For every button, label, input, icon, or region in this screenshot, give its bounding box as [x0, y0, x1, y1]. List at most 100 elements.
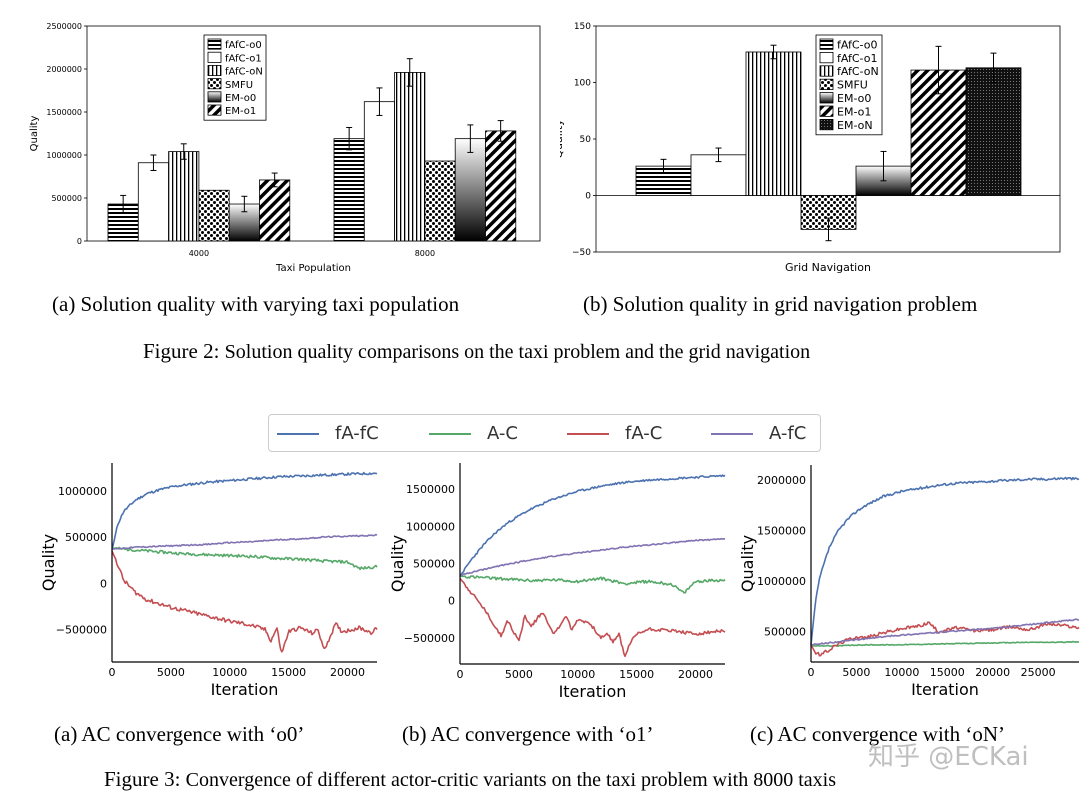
x-tick-label: 10000 — [560, 668, 595, 681]
legend-swatch-em-o0 — [819, 92, 834, 104]
legend-label-fa-fc: fA-fC — [335, 423, 379, 444]
y-tick-label: 1000000 — [46, 151, 82, 160]
bar-em-o0-8000 — [454, 138, 486, 242]
legend-swatch-fafc-o1 — [819, 52, 834, 64]
legend-swatch-em-o1 — [819, 105, 834, 117]
x-tick-label: 8000 — [415, 249, 435, 258]
y-tick-label: 1000000 — [757, 575, 806, 588]
y-tick-label: 1500000 — [757, 525, 806, 538]
plot-frame — [86, 25, 541, 242]
x-tick-label: 5000 — [842, 666, 870, 679]
series-line-fa-fc — [111, 471, 378, 551]
bar-em-on — [965, 67, 1022, 196]
x-tick-label: 4000 — [189, 249, 209, 258]
legend-swatch-fafc-o0 — [819, 38, 834, 50]
y-tick-label: 150 — [574, 22, 591, 32]
taxi-bar-chart: 0 500000 1000000 1500000 2000000 2500000 4000 8… — [29, 22, 541, 274]
fig3-subcaption-c: (c) AC convergence with ‘oN’ — [750, 722, 1006, 746]
legend-label-em-o0: EM-o0 — [225, 93, 256, 104]
legend-swatch-fafc-o1 — [207, 51, 222, 63]
legend-line-fa-c — [567, 433, 609, 435]
bar-smfu-8000 — [424, 160, 456, 242]
legend-label-fa-c: fA-C — [625, 423, 663, 444]
x-tick-label: 0 — [109, 666, 116, 679]
legend-label-em-o0: EM-o0 — [837, 92, 871, 105]
series-line-a-c — [112, 546, 378, 571]
series-line-a-fc — [111, 533, 378, 550]
bar-em-o1-4000 — [259, 179, 291, 242]
x-tick-label: 20000 — [975, 666, 1010, 679]
legend-swatch-fafc-on — [207, 65, 222, 77]
y-tick-label: 0 — [585, 192, 591, 202]
legend-swatch-em-o1 — [207, 104, 222, 116]
y-tick-label: −50 — [572, 248, 591, 258]
series-line-fa-fc — [459, 474, 726, 577]
watermark: 知乎 @ECKai — [868, 742, 1029, 772]
legend-swatch-em-on — [819, 119, 834, 131]
fig2-caption-text: Solution quality comparisons on the taxi… — [224, 341, 811, 363]
y-tick-label: 1500000 — [46, 108, 82, 117]
x-axis-label: Grid Navigation — [785, 261, 871, 274]
series-line-fa-c — [111, 550, 378, 653]
legend-label-em-on: EM-oN — [837, 119, 873, 132]
y-axis-label: Quality — [560, 119, 565, 159]
y-tick-label: 2000000 — [46, 65, 82, 74]
x-tick-label: 10000 — [884, 666, 919, 679]
x-tick-label: 15000 — [930, 666, 965, 679]
legend-label-em-o1: EM-o1 — [837, 105, 871, 118]
legend-label-smfu: SMFU — [225, 80, 253, 91]
legend-label-fafc-o1: fAfC-o1 — [225, 53, 262, 64]
x-tick-label: 0 — [808, 666, 815, 679]
y-tick-label: 100 — [574, 79, 591, 89]
convergence-oN-chart: 0 5000 10000 15000 20000 25000 500000 1000000 15… — [738, 465, 1080, 699]
legend-label-fafc-on: fAfC-oN — [225, 67, 263, 78]
legend-swatch-smfu — [819, 78, 834, 90]
y-axis-label: Quality — [388, 535, 407, 592]
legend-line-a-c — [429, 433, 471, 435]
y-tick-label: 1000000 — [406, 520, 455, 533]
series-line-fa-c — [459, 577, 726, 658]
y-tick-label: 500000 — [413, 558, 455, 571]
x-tick-label: 20000 — [678, 668, 713, 681]
y-tick-label: 50 — [580, 135, 592, 145]
legend-swatch-smfu — [207, 78, 222, 90]
bar-em-o1-8000 — [485, 130, 517, 242]
convergence-o0-chart: 0 5000 10000 15000 20000 −500000 0 500000 100000… — [39, 463, 378, 699]
x-axis-label: Iteration — [559, 682, 627, 701]
bar-fafc-o1-4000 — [137, 162, 170, 242]
legend-label-fafc-o0: fAfC-o0 — [225, 40, 262, 51]
fig2-subcaption-b: (b) Solution quality in grid navigation … — [583, 292, 978, 316]
x-tick-label: 5000 — [505, 668, 533, 681]
legend-swatch-fafc-on — [819, 65, 834, 77]
fig2-subcaption-a: (a) Solution quality with varying taxi p… — [52, 292, 460, 316]
fig3-legend: fA-fC A-C fA-C A-fC — [268, 414, 821, 452]
legend-label-a-c: A-C — [487, 423, 518, 444]
y-axis-label: Quality — [29, 116, 40, 152]
x-tick-label: 5000 — [157, 666, 185, 679]
y-tick-label: 500000 — [51, 194, 82, 203]
x-axis-label: Taxi Population — [275, 263, 351, 274]
series-line-fa-c — [810, 621, 1080, 657]
y-tick-label: 500000 — [65, 531, 107, 544]
y-tick-label: −500000 — [56, 624, 107, 637]
y-axis-label: Quality — [738, 535, 757, 592]
legend-swatch-em-o0 — [207, 91, 222, 103]
bar-fafc-o1-8000 — [363, 101, 395, 242]
y-tick-label: 2500000 — [46, 22, 82, 31]
fig3-subcaption-b: (b) AC convergence with ‘o1’ — [402, 722, 654, 746]
y-tick-label: 0 — [448, 595, 455, 608]
fig2-caption-prefix: Figure 2: — [143, 339, 220, 363]
legend-line-a-fc — [711, 433, 753, 435]
bar-smfu-4000 — [198, 189, 230, 242]
legend-label-fafc-on: fAfC-oN — [837, 65, 879, 78]
x-tick-label: 15000 — [271, 666, 306, 679]
legend-label-em-o1: EM-o1 — [225, 106, 256, 117]
legend-swatch-fafc-o0 — [207, 38, 222, 50]
fig3-caption-text: Convergence of different actor-critic va… — [185, 769, 836, 791]
legend-label-smfu: SMFU — [837, 79, 868, 92]
series-line-a-fc — [459, 537, 726, 577]
series-line-a-c — [811, 640, 1080, 647]
legend-label-a-fc: A-fC — [769, 423, 807, 444]
bar-fafc-on — [745, 51, 802, 196]
bar-fafc-on-4000 — [168, 151, 200, 242]
